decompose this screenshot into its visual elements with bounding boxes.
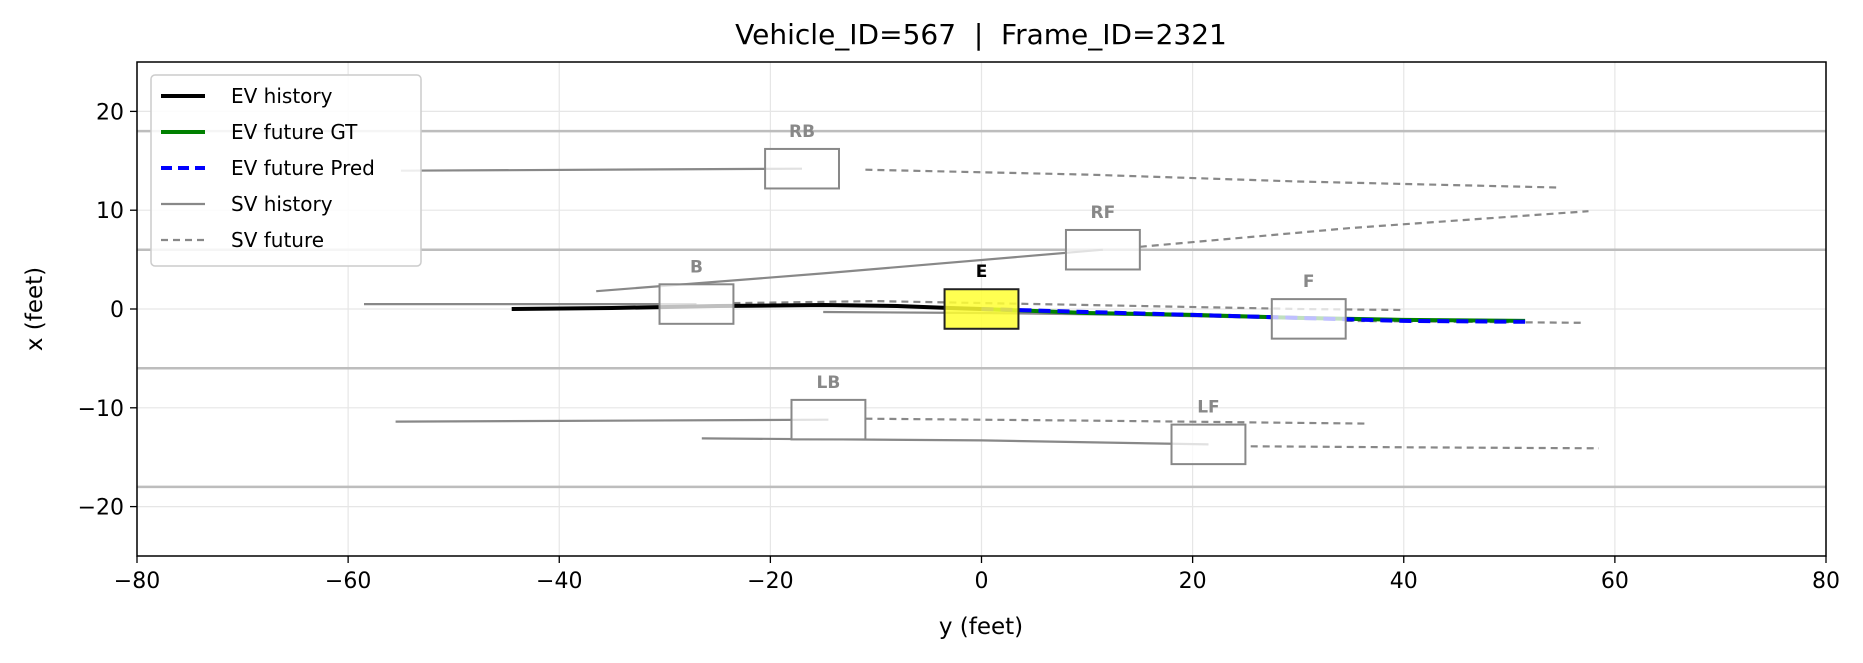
sv-history-lb xyxy=(395,418,829,423)
x-tick-label: 60 xyxy=(1601,569,1629,594)
sv-future-lf xyxy=(1250,445,1600,450)
sv-box-b xyxy=(658,283,735,325)
x-tick-label: 40 xyxy=(1390,569,1418,594)
sv-box-rb xyxy=(764,147,840,190)
x-tick-label: 0 xyxy=(975,569,989,594)
sv-box-rf xyxy=(1064,228,1141,271)
ev-future-pred-line xyxy=(981,307,1526,324)
chart-title: Vehicle_ID=567 | Frame_ID=2321 xyxy=(735,18,1227,51)
x-axis-label: y (feet) xyxy=(939,614,1023,640)
sv-history-rb xyxy=(400,167,803,172)
x-tick-label: −20 xyxy=(747,569,793,594)
x-tick-label: −60 xyxy=(325,569,371,594)
legend-box xyxy=(150,74,422,267)
sv-box-lf xyxy=(1170,423,1247,466)
y-tick-label: −20 xyxy=(78,496,124,521)
vehicle-boxes: RB RF B F LB LF E xyxy=(658,122,1347,466)
sv-label-lf: LF xyxy=(1197,398,1219,418)
sv-label-b: B xyxy=(690,257,703,277)
legend-label-ev-history: EV history xyxy=(231,84,333,108)
ev-label: E xyxy=(976,262,988,282)
sv-label-rf: RF xyxy=(1091,203,1116,223)
legend-label-sv-future: SV future xyxy=(231,228,324,252)
legend-label-ev-future-pred: EV future Pred xyxy=(231,156,375,180)
y-tick-label: −10 xyxy=(78,397,124,422)
legend-label-ev-future-gt: EV future GT xyxy=(231,120,358,144)
x-tick-label: 80 xyxy=(1812,569,1840,594)
sv-box-lb xyxy=(790,398,867,441)
sv-future-lb xyxy=(865,417,1367,425)
y-axis-label: x (feet) xyxy=(22,267,48,351)
x-tick-label: −40 xyxy=(536,569,582,594)
axis-ticks: −80 −60 −40 −20 0 20 40 60 80 −20 −10 0 10 20 xyxy=(78,100,1840,594)
ev-box xyxy=(943,288,1020,330)
sv-label-f: F xyxy=(1303,272,1315,292)
sv-label-lb: LB xyxy=(817,373,841,393)
sv-future-rb xyxy=(865,168,1557,189)
sv-label-rb: RB xyxy=(789,122,815,142)
x-tick-label: −80 xyxy=(114,569,160,594)
legend-label-sv-history: SV history xyxy=(231,192,333,216)
y-tick-label: 20 xyxy=(96,100,124,125)
legend: EV history EV future GT EV future Pred SV h… xyxy=(150,74,422,267)
x-tick-label: 20 xyxy=(1179,569,1207,594)
y-tick-label: 10 xyxy=(96,199,124,224)
sv-box-f xyxy=(1270,298,1347,340)
y-tick-label: 0 xyxy=(110,298,124,323)
